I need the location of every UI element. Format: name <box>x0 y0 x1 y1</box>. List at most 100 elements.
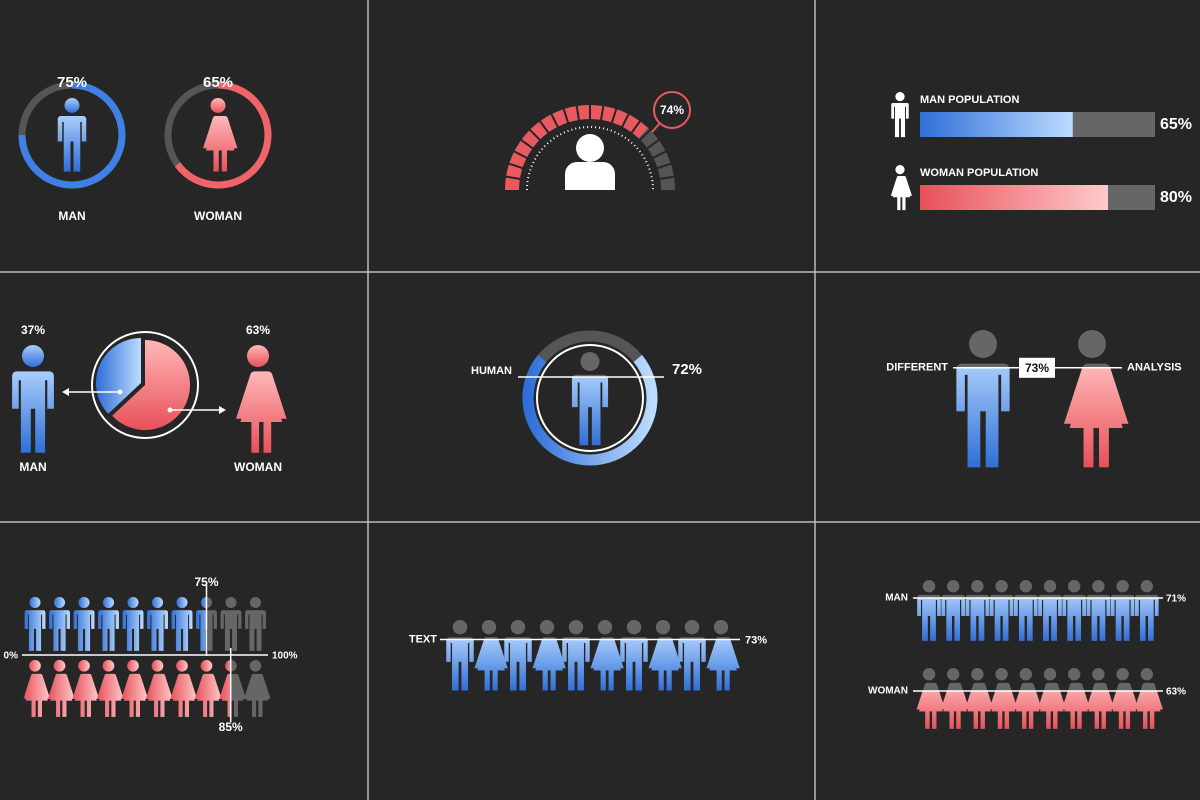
head <box>895 165 905 175</box>
axis-label: 0% <box>4 651 19 662</box>
woman-icon <box>1064 367 1129 468</box>
body <box>47 673 75 717</box>
body <box>57 116 87 172</box>
label: WOMAN <box>868 686 908 697</box>
gauge-separator <box>507 162 524 170</box>
body <box>1086 690 1115 729</box>
body <box>170 673 198 717</box>
man-icon <box>678 639 706 691</box>
user-head <box>576 134 604 162</box>
body <box>121 673 149 717</box>
man-icon <box>57 98 87 172</box>
bar-label: WOMAN POPULATION <box>920 167 1038 179</box>
body <box>243 673 271 717</box>
head <box>22 345 44 367</box>
head <box>995 580 1008 593</box>
body <box>890 176 912 211</box>
man-icon <box>1062 597 1086 641</box>
value-label: 63% <box>1166 687 1186 698</box>
body <box>504 639 532 691</box>
head <box>103 597 114 608</box>
body <box>98 610 119 651</box>
woman-icon <box>72 660 100 717</box>
value-label: 63% <box>246 323 270 337</box>
gauge-separator <box>651 150 668 160</box>
human-fill <box>571 377 609 446</box>
row-fill <box>25 660 231 717</box>
label: TEXT <box>409 633 437 645</box>
man-icon <box>562 639 590 691</box>
body <box>571 377 609 446</box>
head <box>626 620 642 635</box>
gauge-separator <box>638 128 652 142</box>
body <box>965 690 994 729</box>
man-icon <box>1014 597 1038 641</box>
head <box>53 660 66 672</box>
woman-icon <box>965 690 994 729</box>
value-label: 65% <box>1160 116 1192 133</box>
head <box>995 668 1008 681</box>
head <box>1043 668 1057 681</box>
man-icon <box>220 597 242 651</box>
man-icon <box>620 639 648 691</box>
woman-icon <box>590 639 624 691</box>
body <box>196 610 207 651</box>
woman-icon <box>1110 690 1139 729</box>
woman-icon <box>47 660 75 717</box>
body <box>916 690 946 729</box>
body <box>989 597 1014 641</box>
gauge-separator <box>620 112 630 129</box>
body <box>1013 690 1042 729</box>
woman-icon <box>121 660 149 717</box>
body <box>956 367 1010 468</box>
head <box>102 660 115 672</box>
man-icon <box>122 597 144 651</box>
gauge-separator <box>646 138 661 150</box>
body <box>917 597 941 641</box>
label: WOMAN <box>234 460 282 474</box>
label: MAN <box>885 593 908 604</box>
label: HUMAN <box>471 365 512 377</box>
man-icon <box>1038 597 1062 641</box>
body <box>1086 597 1111 641</box>
value-label: 74% <box>660 103 684 117</box>
head <box>54 597 65 608</box>
man-icon <box>245 597 266 651</box>
head <box>249 660 262 672</box>
gauge-separator <box>538 119 550 134</box>
woman-icon <box>1086 690 1115 729</box>
label: MAN <box>58 209 85 223</box>
woman-icon <box>989 690 1018 729</box>
value-label: 72% <box>672 361 702 378</box>
man-icon <box>12 345 54 453</box>
head <box>971 580 984 593</box>
man-icon <box>956 367 1010 468</box>
bubble <box>653 91 691 129</box>
man-icon <box>504 639 532 691</box>
body <box>940 690 970 729</box>
body <box>648 639 682 691</box>
row-fill <box>917 597 1159 641</box>
body <box>620 639 648 691</box>
gauge-separator <box>630 119 642 134</box>
woman-icon <box>1061 690 1091 729</box>
gauge-separator <box>610 107 618 124</box>
body <box>1061 690 1091 729</box>
body <box>706 639 740 691</box>
body <box>171 610 193 651</box>
gauge-separator <box>656 162 673 170</box>
value-label: 73% <box>1025 361 1049 375</box>
body <box>941 597 965 641</box>
man-icon <box>49 597 70 651</box>
woman-icon <box>940 690 970 729</box>
woman-icon <box>170 660 198 717</box>
row-fill <box>25 597 207 651</box>
head <box>510 620 526 635</box>
head <box>127 660 139 672</box>
head <box>922 668 936 681</box>
row-fill <box>446 639 740 691</box>
head <box>713 620 729 635</box>
head <box>29 597 41 608</box>
